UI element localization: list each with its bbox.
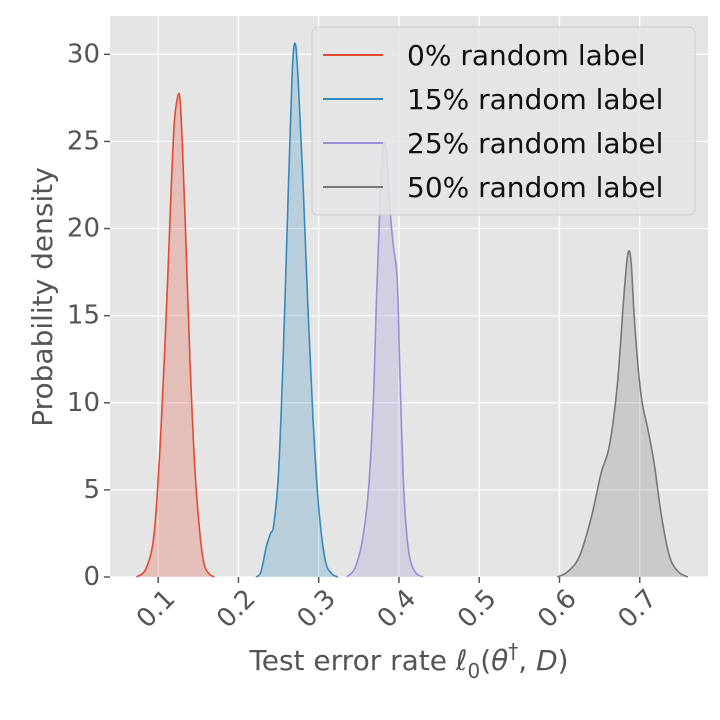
- y-tick-label: 0: [83, 562, 100, 592]
- x-tick-label: 0.5: [452, 584, 502, 634]
- series-line-0: [135, 92, 215, 578]
- legend-label-0: 0% random label: [407, 39, 646, 72]
- y-tick-label: 10: [67, 388, 100, 418]
- series-area-0: [136, 93, 215, 577]
- x-tick-label: 0.4: [372, 584, 422, 634]
- series-area-1: [256, 43, 338, 578]
- legend-item-0: 0% random label: [323, 39, 646, 72]
- x-tick-label: 0.7: [613, 584, 663, 634]
- y-axis-title: Probability density: [26, 167, 59, 427]
- y-tick-label: 20: [67, 214, 100, 244]
- x-axis-title: Test error rate ℓ0(θ†, D): [248, 639, 568, 683]
- x-tick-label: 0.2: [211, 584, 261, 634]
- series-area-2: [346, 142, 424, 577]
- x-axis-title-text: Test error rate: [248, 644, 447, 677]
- x-tick-label: 0.1: [131, 584, 181, 634]
- series-line-3: [556, 250, 689, 578]
- legend: 0% random label 15% random label 25% ran…: [311, 26, 696, 216]
- x-tick-label: 0.3: [291, 584, 341, 634]
- y-tick-label: 15: [67, 301, 100, 331]
- series-line-1: [255, 42, 339, 578]
- series-layer: [135, 42, 689, 578]
- legend-label-3: 50% random label: [407, 171, 663, 204]
- legend-item-1: 15% random label: [323, 83, 663, 116]
- y-tick-label: 25: [67, 126, 100, 156]
- series-area-3: [557, 250, 688, 578]
- legend-label-1: 15% random label: [407, 83, 663, 116]
- legend-item-2: 25% random label: [323, 127, 663, 160]
- x-tick-label: 0.6: [532, 584, 582, 634]
- y-tick-label: 30: [67, 39, 100, 69]
- legend-item-3: 50% random label: [323, 171, 663, 204]
- legend-box: [311, 26, 696, 216]
- legend-label-2: 25% random label: [407, 127, 663, 160]
- y-tick-label: 5: [83, 475, 100, 505]
